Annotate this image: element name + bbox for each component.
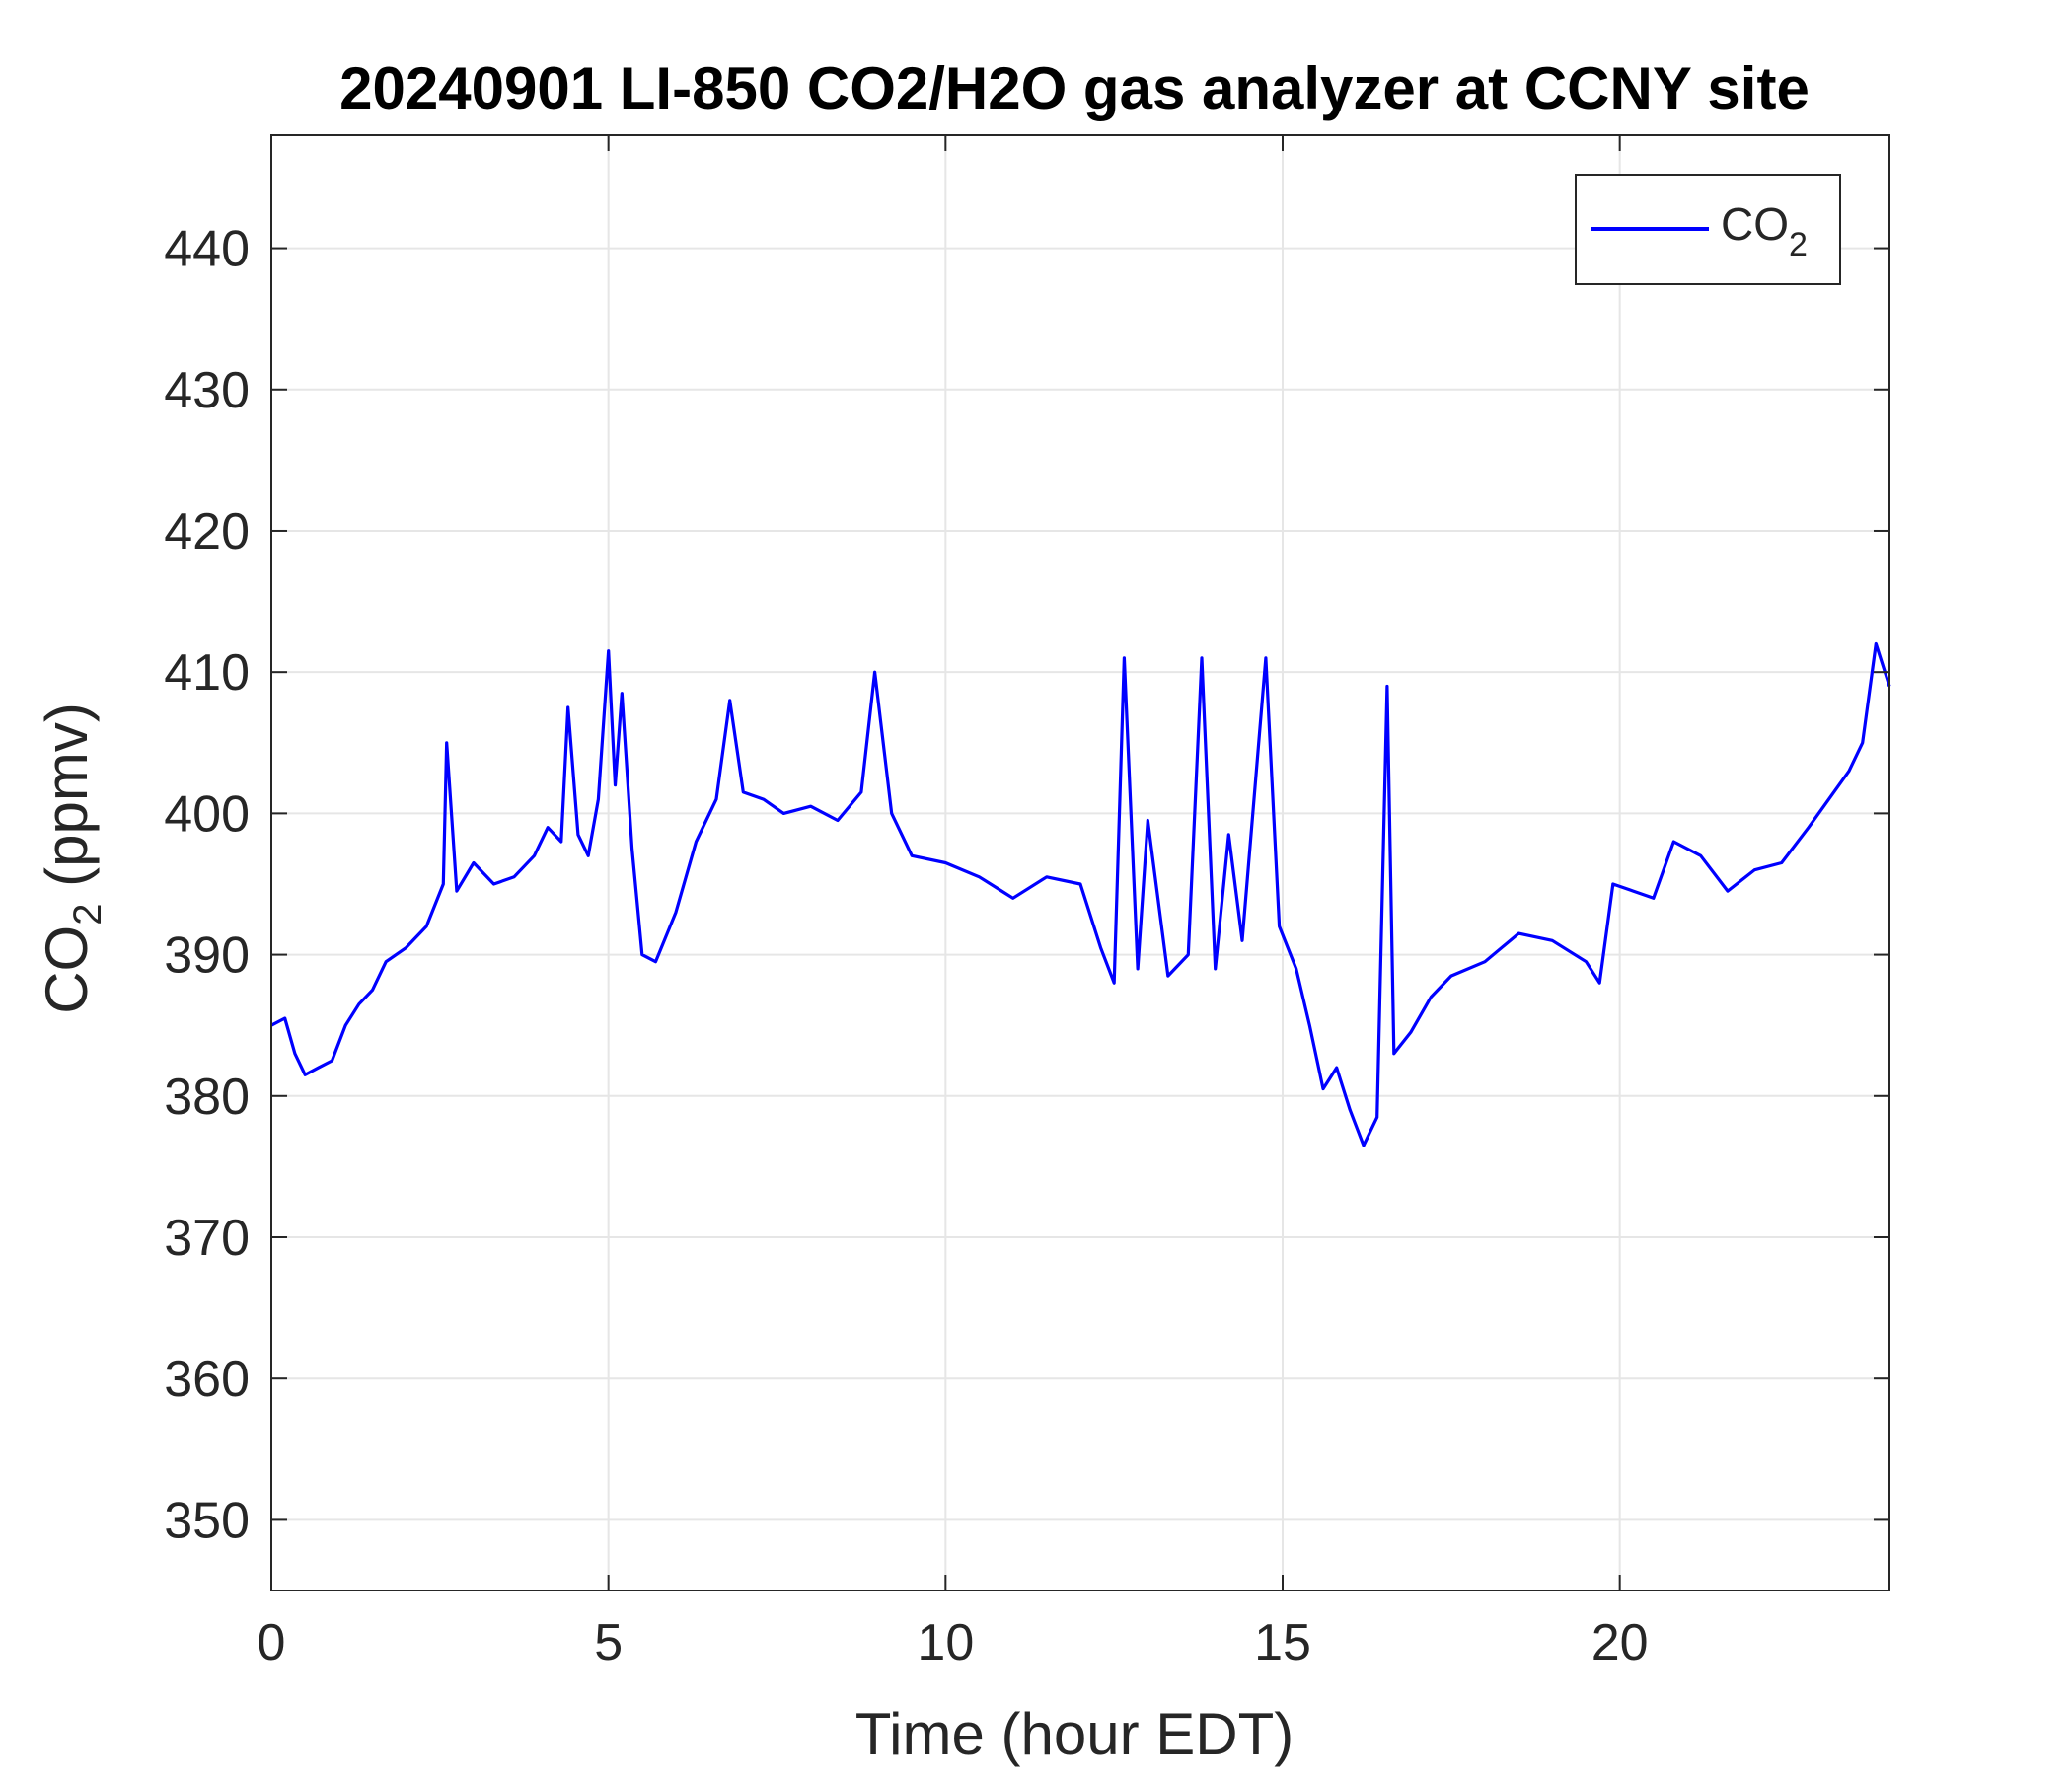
legend-label-subscript: 2 xyxy=(1789,226,1808,263)
legend-label-co2: CO2 xyxy=(1721,198,1808,263)
y-tick-label: 350 xyxy=(164,1492,250,1549)
x-tick-label: 10 xyxy=(917,1614,974,1671)
legend-label-base: CO xyxy=(1721,198,1789,250)
y-axis-label-unit: (ppmv) xyxy=(34,703,100,903)
y-tick-label: 410 xyxy=(164,644,250,702)
legend: CO2 xyxy=(1575,174,1841,285)
y-tick-label: 360 xyxy=(164,1351,250,1408)
y-tick-label: 380 xyxy=(164,1069,250,1126)
y-axis-label-base: CO xyxy=(34,925,100,1014)
grid-lines xyxy=(270,135,1889,1591)
x-tick-label: 20 xyxy=(1591,1614,1649,1671)
y-tick-label: 440 xyxy=(164,221,250,278)
y-tick-label: 400 xyxy=(164,785,250,843)
x-axis-label: Time (hour EDT) xyxy=(855,1701,1295,1767)
y-axis-label: CO2 (ppmv) xyxy=(34,703,110,1014)
y-tick-label: 370 xyxy=(164,1210,250,1267)
series-layer xyxy=(270,641,1891,1147)
y-axis-label-subscript: 2 xyxy=(66,904,110,925)
y-tick-label: 430 xyxy=(164,362,250,419)
y-tick-label: 420 xyxy=(164,503,250,560)
y-tick-label: 390 xyxy=(164,927,250,985)
tick-layer: 0 5 10 15 20 350 360 370 380 390 400 410 420 430 440 xyxy=(164,135,1889,1671)
x-tick-label: 0 xyxy=(258,1614,286,1671)
series-line-co2 xyxy=(270,641,1891,1147)
chart-title: 20240901 LI-850 CO2/H2O gas analyzer at … xyxy=(339,55,1810,121)
x-tick-label: 15 xyxy=(1254,1614,1311,1671)
x-tick-label: 5 xyxy=(594,1614,623,1671)
plot-frame xyxy=(270,134,1890,1591)
